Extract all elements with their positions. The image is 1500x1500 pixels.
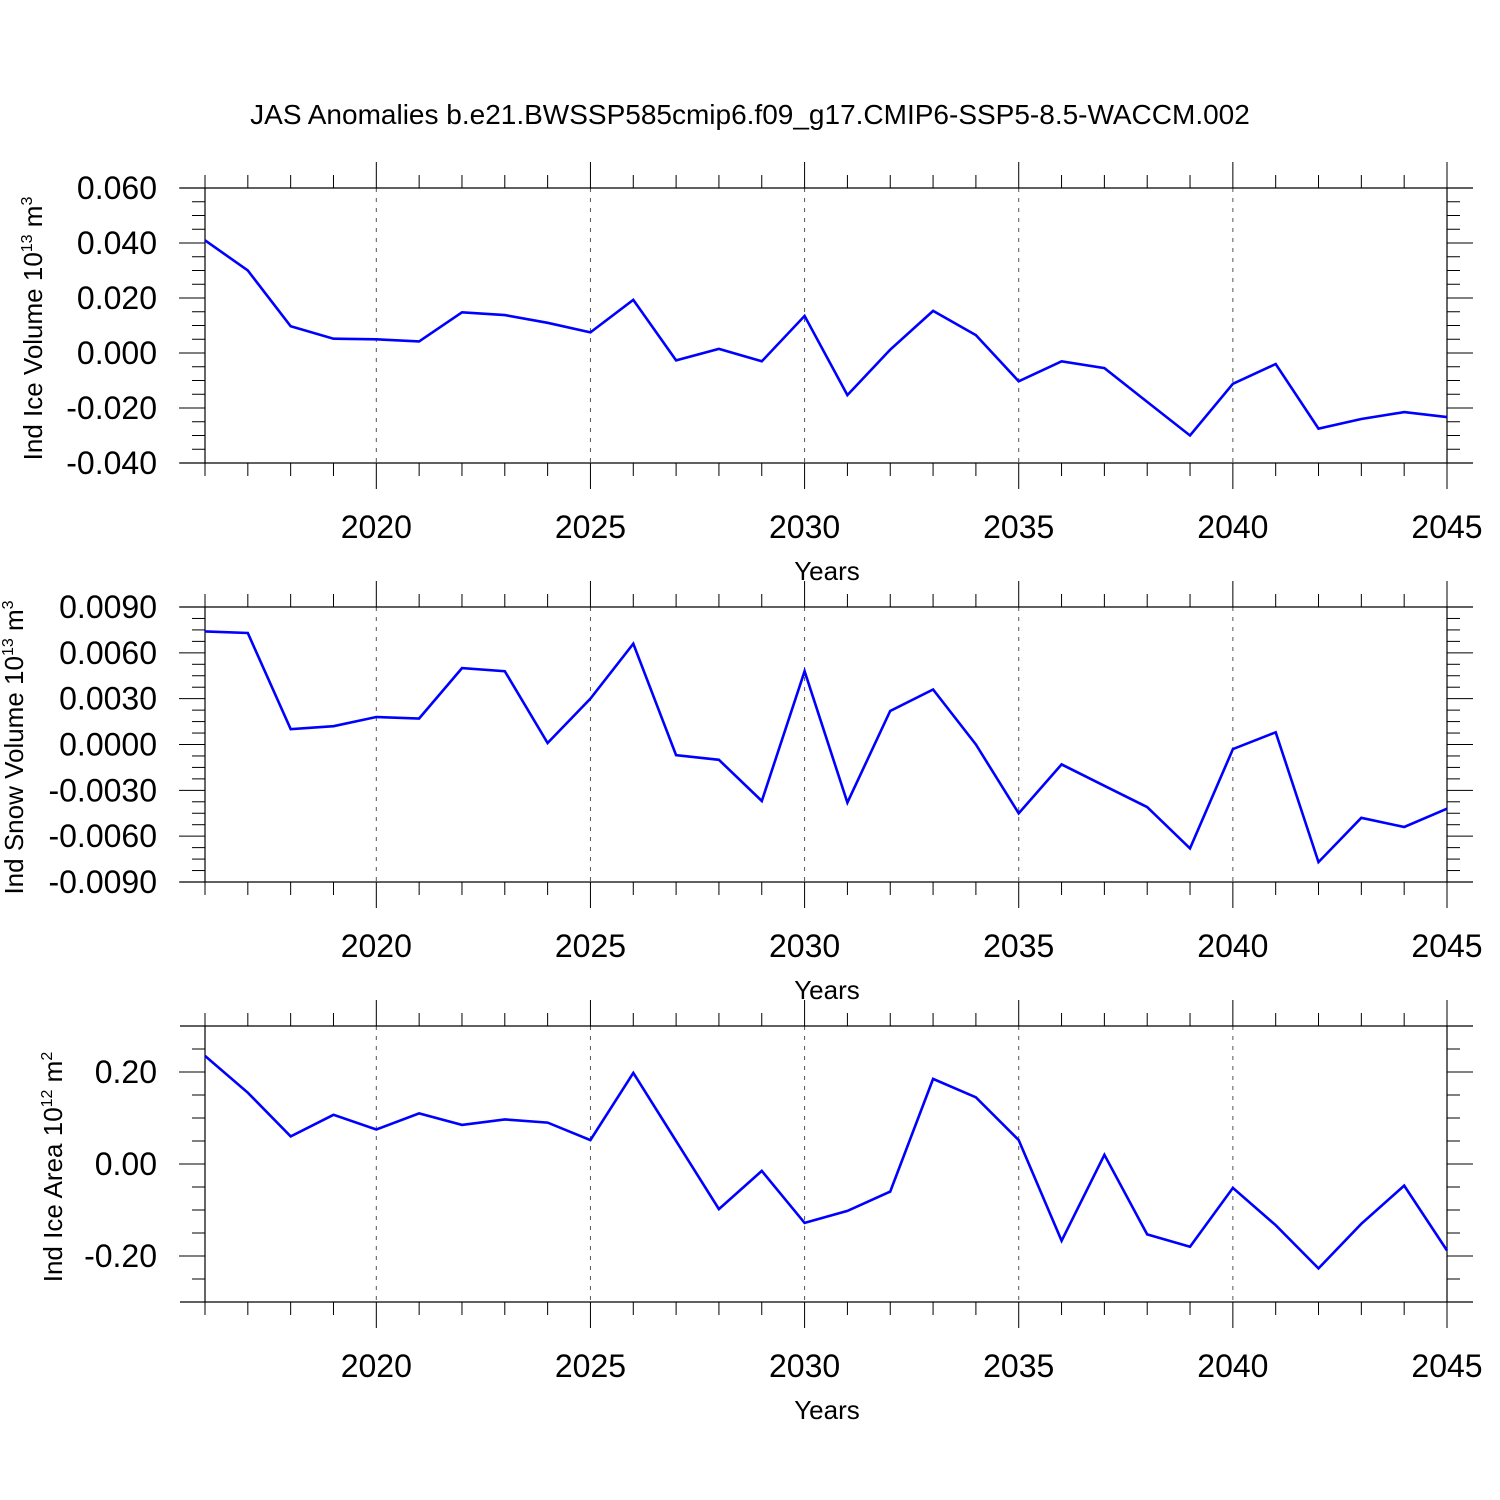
y-tick-label: -0.020 [66, 390, 157, 426]
x-tick-label: 2030 [769, 928, 840, 964]
x-axis-label: Years [794, 556, 860, 586]
y-axis-label-text: m [18, 206, 48, 235]
panel-3: 0.20 0.00 -0.20 2020 2025 2030 2035 2040 2045 Yea… [38, 1000, 1483, 1425]
x-tick-label: 2045 [1411, 509, 1482, 545]
chart-title: JAS Anomalies b.e21.BWSSP585cmip6.f09_g1… [250, 99, 1250, 130]
y-axis-label-superscript: 3 [19, 197, 36, 206]
y-axis-label: Ind Ice Area 1012 m2 [38, 1052, 68, 1283]
x-tick-label: 2035 [983, 928, 1054, 964]
y-axis-label-superscript: 12 [39, 1089, 56, 1107]
y-tick-label: -0.0090 [48, 864, 157, 900]
y-tick-label: 0.0090 [59, 589, 157, 625]
y-tick-label: -0.20 [84, 1238, 157, 1274]
y-tick-label: 0.000 [77, 335, 157, 371]
y-axis-label-superscript: 2 [39, 1052, 56, 1061]
x-tick-label: 2030 [769, 1348, 840, 1384]
x-tick-label: 2040 [1197, 509, 1268, 545]
series-line [204, 630, 1448, 865]
panel-1: 0.060 0.040 0.020 0.000 -0.020 -0.040 2020 2025… [18, 162, 1483, 586]
series-line [204, 239, 1448, 438]
x-tick-label: 2035 [983, 1348, 1054, 1384]
y-axis-label-text: Ind Ice Volume 10 [18, 252, 48, 460]
y-axis-label: Ind Ice Volume 1013 m3 [18, 197, 48, 461]
y-tick-label: 0.060 [77, 170, 157, 206]
x-tick-label: 2025 [555, 509, 626, 545]
x-tick-label: 2030 [769, 509, 840, 545]
y-tick-label: -0.0060 [48, 818, 157, 854]
x-axis-label: Years [794, 1395, 860, 1425]
x-tick-label: 2020 [341, 509, 412, 545]
x-tick-label: 2040 [1197, 928, 1268, 964]
x-tick-label: 2035 [983, 509, 1054, 545]
y-tick-label: -0.0030 [48, 772, 157, 808]
series-line [204, 1054, 1449, 1271]
x-tick-label: 2020 [341, 1348, 412, 1384]
y-axis-label-superscript: 3 [0, 600, 17, 609]
y-axis-label-superscript: 13 [0, 638, 17, 656]
y-tick-label: 0.040 [77, 225, 157, 261]
y-tick-label: 0.00 [95, 1146, 157, 1182]
x-tick-label: 2040 [1197, 1348, 1268, 1384]
y-axis-label-text: m [0, 609, 29, 638]
x-tick-label: 2025 [555, 1348, 626, 1384]
y-tick-label: -0.040 [66, 445, 157, 481]
y-axis-label-text: Ind Ice Area 10 [38, 1107, 68, 1282]
x-tick-label: 2045 [1411, 928, 1482, 964]
y-tick-label: 0.20 [95, 1054, 157, 1090]
y-axis-label: Ind Snow Volume 1013 m3 [0, 600, 29, 894]
y-tick-label: 0.0060 [59, 635, 157, 671]
x-tick-label: 2025 [555, 928, 626, 964]
x-axis-label: Years [794, 975, 860, 1005]
x-tick-label: 2045 [1411, 1348, 1482, 1384]
x-tick-label: 2020 [341, 928, 412, 964]
y-axis-label-superscript: 13 [19, 234, 36, 252]
panel-2: 0.0090 0.0060 0.0030 0.0000 -0.0030 -0.0060 -0… [0, 581, 1483, 1005]
y-axis-label-text: m [38, 1061, 68, 1090]
y-axis-label-text: Ind Snow Volume 10 [0, 656, 29, 895]
y-tick-label: 0.0000 [59, 727, 157, 763]
y-tick-label: 0.020 [77, 280, 157, 316]
y-tick-label: 0.0030 [59, 681, 157, 717]
